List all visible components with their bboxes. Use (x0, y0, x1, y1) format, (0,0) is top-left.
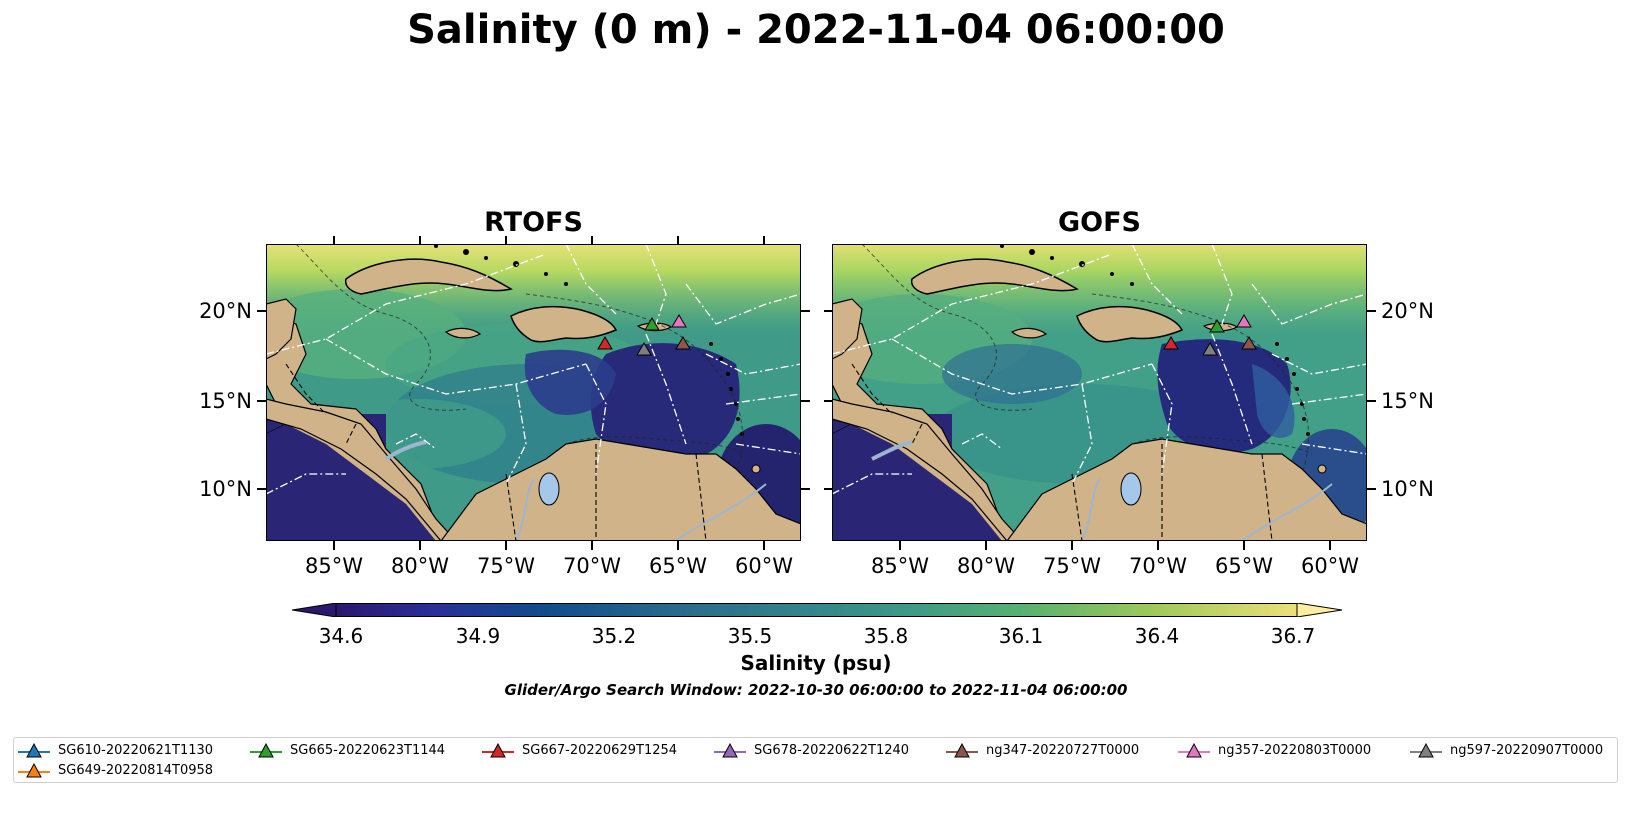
legend-item: SG678-20220622T1240 (714, 741, 909, 761)
marker-sg667 (597, 336, 613, 350)
lon-tick-label: 65°W (1215, 554, 1273, 578)
lon-tick-label: 70°W (1129, 554, 1187, 578)
lon-tick-label: 60°W (1301, 554, 1359, 578)
legend-label: SG665-20220623T1144 (290, 743, 446, 758)
figure-title: Salinity (0 m) - 2022-11-04 06:00:00 (407, 7, 1225, 53)
marker-ng347 (675, 336, 691, 350)
triangle-marker-icon (714, 742, 746, 758)
colorbar-tick-label: 34.6 (318, 624, 364, 648)
marker-sg667 (1163, 336, 1179, 350)
panel-title-gofs: GOFS (1057, 207, 1141, 238)
legend-label: ng597-20220907T0000 (1450, 743, 1604, 758)
marker-ng597 (1202, 342, 1218, 356)
legend-label: SG678-20220622T1240 (754, 743, 910, 758)
triangle-marker-icon (18, 762, 50, 778)
lon-tick-label: 80°W (957, 554, 1015, 578)
legend-item: ng597-20220907T0000 (1410, 741, 1603, 761)
marker-ng347 (1241, 336, 1257, 350)
legend-item: SG610-20220621T1130 (18, 741, 213, 761)
lon-tick-label: 80°W (391, 554, 449, 578)
triangle-marker-icon (18, 742, 50, 758)
glider-markers (597, 314, 691, 356)
axis-ticks (257, 236, 1376, 550)
glider-markers (1163, 314, 1257, 356)
lon-tick-label: 75°W (1043, 554, 1101, 578)
gofs-map (832, 244, 1367, 541)
panel-title-rtofs: RTOFS (484, 207, 583, 238)
lat-tick-label: 10°N (1381, 477, 1434, 501)
lon-tick-label: 65°W (649, 554, 707, 578)
triangle-marker-icon (1410, 742, 1442, 758)
marker-sg665 (644, 317, 660, 331)
legend-label: ng357-20220803T0000 (1218, 743, 1372, 758)
legend-label: SG610-20220621T1130 (58, 743, 214, 758)
legend-label: ng347-20220727T0000 (986, 743, 1140, 758)
legend-item: ng357-20220803T0000 (1178, 741, 1371, 761)
triangle-marker-icon (482, 742, 514, 758)
triangle-marker-icon (250, 742, 282, 758)
colorbar (292, 603, 1342, 617)
legend-item: ng347-20220727T0000 (946, 741, 1139, 761)
legend-item: SG649-20220814T0958 (18, 761, 213, 781)
legend-item: SG665-20220623T1144 (250, 741, 445, 761)
colorbar-tick-label: 35.8 (863, 624, 909, 648)
lat-tick-label: 20°N (1381, 299, 1434, 323)
colorbar-tick-label: 36.1 (998, 624, 1044, 648)
triangle-marker-icon (1178, 742, 1210, 758)
marker-sg665 (1209, 319, 1225, 333)
lat-tick-label: 20°N (199, 299, 252, 323)
colorbar-tick-label: 34.9 (455, 624, 501, 648)
legend-label: SG649-20220814T0958 (58, 763, 214, 778)
lon-tick-label: 85°W (305, 554, 363, 578)
lon-tick-label: 75°W (477, 554, 535, 578)
marker-ng597 (636, 342, 652, 356)
legend-item: SG667-20220629T1254 (482, 741, 677, 761)
lon-tick-label: 60°W (735, 554, 793, 578)
lon-tick-label: 85°W (871, 554, 929, 578)
legend-label: SG667-20220629T1254 (522, 743, 678, 758)
marker-ng357 (1236, 314, 1252, 328)
search-window-note: Glider/Argo Search Window: 2022-10-30 06… (504, 681, 1128, 699)
lat-tick-label: 15°N (1381, 389, 1434, 413)
triangle-marker-icon (946, 742, 978, 758)
rtofs-map (266, 244, 801, 541)
colorbar-title: Salinity (psu) (740, 651, 892, 675)
colorbar-tick-label: 35.5 (727, 624, 773, 648)
colorbar-tick-label: 36.7 (1270, 624, 1316, 648)
colorbar-tick-label: 36.4 (1134, 624, 1180, 648)
lat-tick-label: 15°N (199, 389, 252, 413)
colorbar-tick-label: 35.2 (591, 624, 637, 648)
marker-ng357 (671, 314, 687, 328)
lon-tick-label: 70°W (563, 554, 621, 578)
legend: SG610-20220621T1130 SG665-20220623T1144 … (13, 737, 1618, 783)
lat-tick-label: 10°N (199, 477, 252, 501)
